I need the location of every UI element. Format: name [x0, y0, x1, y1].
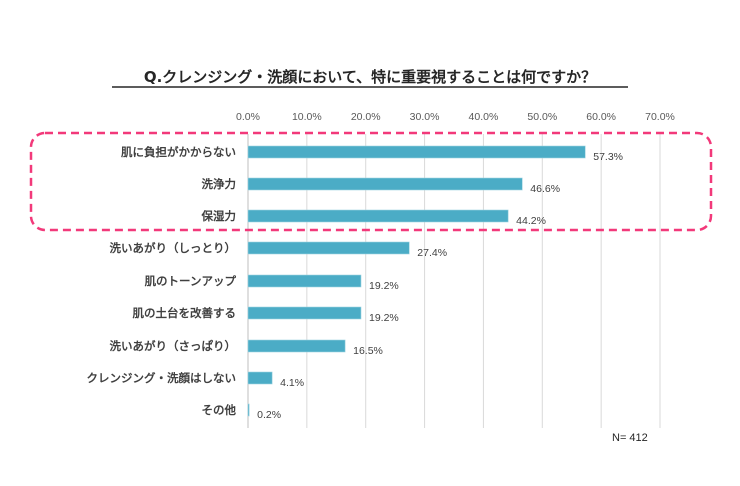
sample-size-note: N= 412 — [612, 432, 648, 444]
bar — [247, 241, 410, 255]
category-label: 洗浄力 — [202, 177, 237, 191]
bar — [247, 339, 346, 353]
category-label: 洗いあがり（さっぱり） — [110, 339, 237, 353]
chart-title: Q.クレンジング・洗顔において、特に重要視することは何ですか？ — [144, 68, 596, 86]
bar — [247, 371, 273, 385]
value-label: 19.2% — [369, 280, 399, 292]
bar — [247, 403, 250, 417]
bar — [247, 274, 362, 288]
value-label: 27.4% — [417, 247, 447, 259]
x-tick-label: 70.0% — [645, 111, 675, 123]
x-tick-label: 50.0% — [527, 111, 557, 123]
bar — [247, 177, 523, 191]
category-label: 肌の土台を改善する — [133, 306, 237, 320]
value-label: 4.1% — [280, 377, 304, 389]
bar — [247, 145, 586, 159]
category-label: 肌のトーンアップ — [145, 274, 237, 288]
highlight-box — [29, 131, 713, 232]
x-tick-label: 60.0% — [586, 111, 616, 123]
value-label: 16.5% — [353, 345, 383, 357]
value-label: 44.2% — [516, 215, 546, 227]
x-tick-label: 40.0% — [469, 111, 499, 123]
category-label: その他 — [202, 403, 237, 417]
bar — [247, 209, 509, 223]
category-label: 保湿力 — [201, 209, 237, 223]
value-label: 57.3% — [593, 151, 623, 163]
x-tick-label: 30.0% — [410, 111, 440, 123]
category-label: 肌に負担がかからない — [121, 145, 236, 159]
x-tick-label: 10.0% — [292, 111, 322, 123]
x-tick-label: 20.0% — [351, 111, 381, 123]
value-label: 0.2% — [257, 409, 281, 421]
bar — [247, 306, 362, 320]
x-tick-label: 0.0% — [236, 111, 260, 123]
category-label: クレンジング・洗顔はしない — [87, 371, 237, 385]
value-label: 19.2% — [369, 312, 399, 324]
category-label: 洗いあがり（しっとり） — [110, 241, 237, 255]
value-label: 46.6% — [530, 183, 560, 195]
